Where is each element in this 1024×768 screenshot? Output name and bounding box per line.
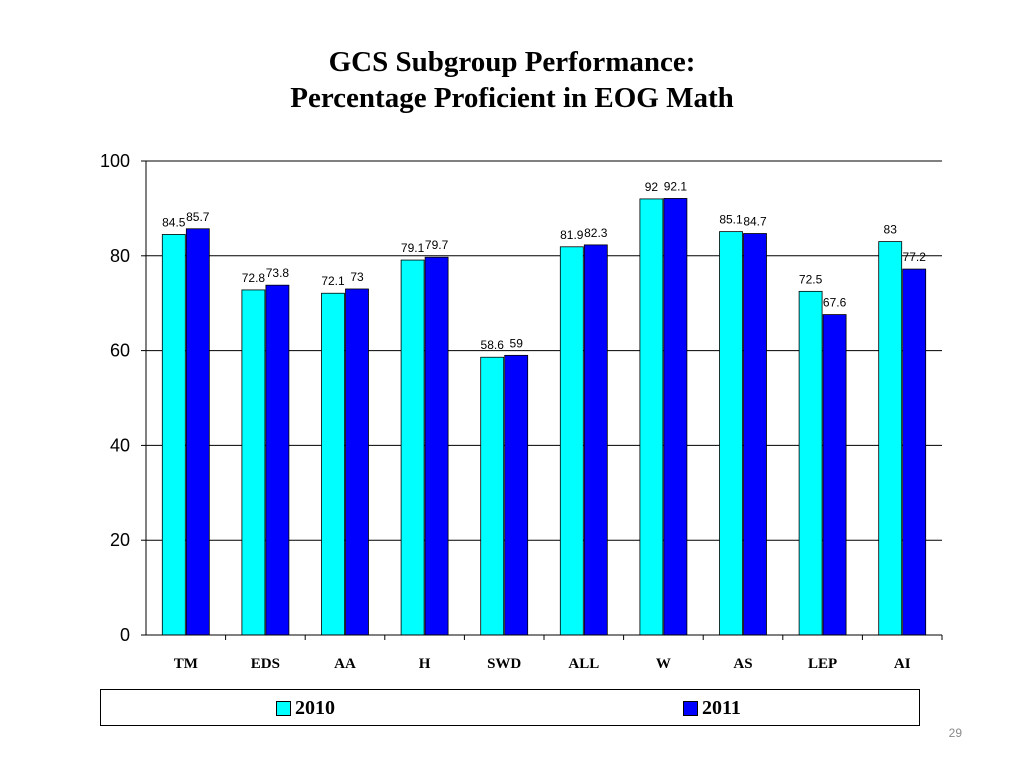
bar-swd-2010	[480, 356, 505, 636]
data-label-h-2010: 79.1	[401, 241, 425, 255]
x-tick-label-h: H	[419, 656, 431, 672]
x-tick-label-aa: AA	[334, 656, 356, 672]
bar-swd-2011	[504, 354, 529, 636]
data-label-ai-2010: 83	[884, 223, 898, 237]
data-label-w-2011: 92.1	[664, 179, 688, 193]
legend-label-2010: 2010	[295, 697, 335, 719]
bar-ai-2011	[902, 268, 927, 636]
bar-ai-2010	[878, 241, 903, 636]
data-label-aa-2011: 73	[350, 270, 364, 284]
bar-aa-2011	[345, 288, 369, 636]
x-tick-label-lep: LEP	[808, 656, 837, 672]
legend-item-2011: 2011	[683, 697, 741, 720]
legend-item-2010: 2010	[276, 697, 335, 720]
data-label-aa-2010: 72.1	[321, 274, 345, 288]
bar-as-2011	[743, 233, 767, 636]
bar-aa-2010	[321, 292, 345, 636]
legend-label-2011: 2011	[702, 697, 741, 719]
data-label-lep-2011: 67.6	[823, 296, 847, 310]
bar-lep-2011	[822, 314, 847, 636]
bar-all-2011	[583, 244, 608, 636]
y-tick-label-20: 20	[110, 530, 130, 550]
bar-tm-2011	[185, 228, 210, 636]
bar-h-2010	[400, 259, 425, 636]
y-tick-label-100: 100	[100, 151, 130, 171]
bar-w-2011	[663, 198, 688, 636]
data-label-tm-2010: 84.5	[162, 215, 186, 229]
legend-swatch-2010	[276, 701, 291, 716]
data-label-swd-2011: 59	[510, 336, 524, 350]
y-tick-label-40: 40	[110, 435, 130, 455]
bar-all-2010	[559, 246, 584, 636]
data-label-w-2010: 92	[645, 180, 659, 194]
chart-title-line-1: GCS Subgroup Performance:	[328, 46, 696, 78]
data-label-lep-2010: 72.5	[799, 272, 823, 286]
bar-eds-2010	[241, 289, 266, 636]
data-label-eds-2011: 73.8	[266, 266, 290, 280]
x-tick-label-ai: AI	[894, 656, 911, 672]
bar-chart: 0 20 40 60 80 100 84.5 85.7 TM 72.8 73.8 EDS 72.1 73 A…	[100, 151, 943, 672]
x-tick-label-swd: SWD	[487, 656, 521, 672]
x-tick-label-all: ALL	[568, 656, 599, 672]
data-label-as-2011: 84.7	[743, 215, 767, 229]
bar-lep-2010	[798, 290, 823, 636]
data-label-swd-2010: 58.6	[481, 338, 505, 352]
data-label-all-2010: 81.9	[560, 228, 584, 242]
chart-title: GCS Subgroup Performance: Percentage Pro…	[0, 44, 1024, 116]
x-tick-label-eds: EDS	[251, 656, 280, 672]
y-tick-label-0: 0	[120, 625, 130, 645]
data-label-ai-2011: 77.2	[903, 250, 927, 264]
bar-h-2011	[424, 256, 449, 636]
data-label-eds-2010: 72.8	[242, 271, 266, 285]
chart-title-line-2: Percentage Proficient in EOG Math	[290, 82, 734, 114]
data-label-tm-2011: 85.7	[186, 210, 210, 224]
bar-w-2010	[639, 198, 664, 636]
bar-as-2010	[719, 231, 743, 636]
bar-tm-2010	[161, 234, 186, 636]
data-label-all-2011: 82.3	[584, 226, 608, 240]
bar-eds-2011	[265, 284, 290, 636]
page-number: 29	[948, 726, 962, 740]
legend-swatch-2011	[683, 701, 698, 716]
data-label-as-2010: 85.1	[719, 213, 743, 227]
x-tick-label-w: W	[656, 656, 671, 672]
legend: 2010 2011	[100, 689, 920, 726]
data-label-h-2011: 79.7	[425, 238, 449, 252]
x-tick-label-as: AS	[733, 656, 752, 672]
y-tick-label-60: 60	[110, 341, 130, 361]
x-tick-label-tm: TM	[174, 656, 198, 672]
y-tick-label-80: 80	[110, 246, 130, 266]
